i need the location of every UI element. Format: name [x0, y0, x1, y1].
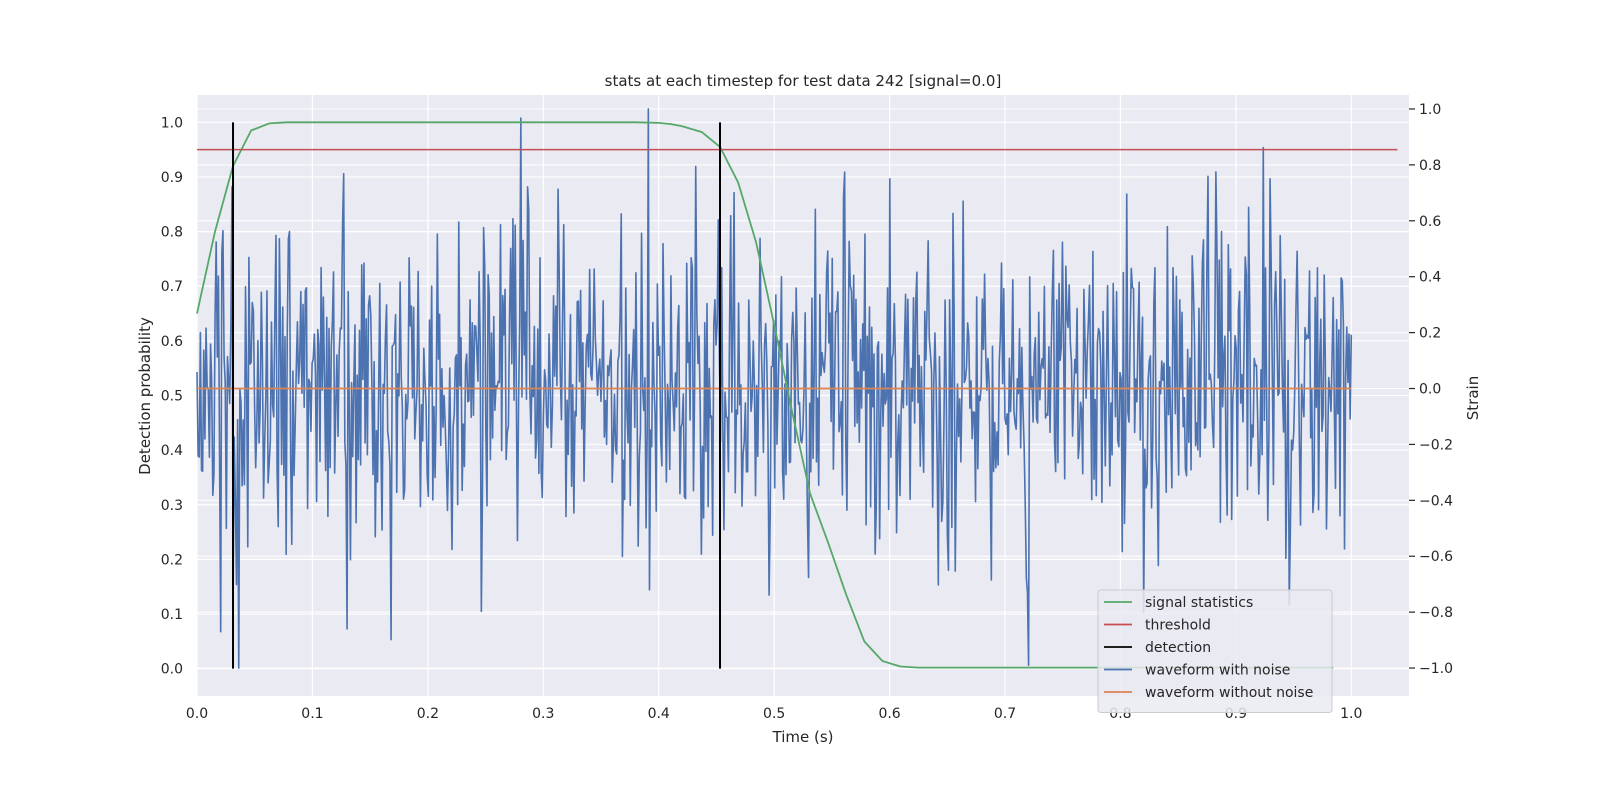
y2-tick-label: 0.4	[1419, 270, 1441, 286]
series-layer	[196, 108, 1398, 669]
y2-tick-label: −1.0	[1419, 661, 1453, 677]
y-tick-label: 0.5	[161, 389, 183, 405]
y2-tick-label: −0.4	[1419, 493, 1453, 509]
y-axis-left: 0.0 0.1 0.2 0.3 0.4 0.5 0.6 0.7 0.8 0.9 1.0	[161, 115, 183, 677]
y-tick-label: 0.9	[161, 170, 183, 186]
x-tick-label: 0.2	[417, 706, 439, 722]
y-tick-label: 0.3	[161, 498, 183, 514]
x-tick-label: 1.0	[1340, 706, 1362, 722]
y-tick-label: 0.6	[161, 334, 183, 350]
x-axis-label: Time (s)	[772, 728, 834, 746]
x-tick-label: 0.7	[994, 706, 1016, 722]
legend-frame	[1097, 589, 1333, 713]
y2-tick-label: 0.2	[1419, 326, 1441, 342]
y2-tick-label: −0.2	[1419, 437, 1453, 453]
x-tick-label: 0.4	[648, 706, 670, 722]
y-tick-label: 1.0	[161, 115, 183, 131]
legend-label: waveform without noise	[1145, 685, 1313, 701]
chart-title: stats at each timestep for test data 242…	[605, 72, 1002, 90]
y-axis-label: Detection probability	[136, 317, 154, 475]
x-tick-label: 0.3	[532, 706, 554, 722]
series-signal-statistics	[196, 121, 1334, 669]
series-waveform-with-noise	[196, 108, 1353, 669]
y-tick-label: 0.8	[161, 225, 183, 241]
y-tick-label: 0.2	[161, 552, 183, 568]
y-tick-label: 0.0	[161, 662, 183, 678]
y2-tick-label: 1.0	[1419, 102, 1441, 118]
y2-axis-label: Strain	[1464, 376, 1482, 420]
y-axis-right: −1.0 −0.8 −0.6 −0.4 −0.2 0.0 0.2 0.4 0.6 0.8 1.0	[1409, 102, 1453, 677]
y-tick-label: 0.4	[161, 443, 183, 459]
legend-label: signal statistics	[1145, 595, 1253, 611]
y-tick-label: 0.1	[161, 607, 183, 623]
y-tick-label: 0.7	[161, 279, 183, 295]
legend-label: threshold	[1145, 618, 1211, 634]
y2-tick-label: 0.0	[1419, 382, 1441, 398]
legend-label: waveform with noise	[1145, 663, 1290, 679]
x-tick-label: 0.5	[763, 706, 785, 722]
legend-label: detection	[1145, 640, 1211, 656]
x-tick-label: 0.0	[186, 706, 208, 722]
legend: signal statistics threshold detection wavef…	[1097, 589, 1333, 713]
x-tick-label: 0.6	[878, 706, 900, 722]
y2-tick-label: 0.8	[1419, 158, 1441, 174]
y2-tick-label: −0.6	[1419, 549, 1453, 565]
x-tick-label: 0.1	[301, 706, 323, 722]
y2-tick-label: −0.8	[1419, 605, 1453, 621]
y2-tick-label: 0.6	[1419, 214, 1441, 230]
